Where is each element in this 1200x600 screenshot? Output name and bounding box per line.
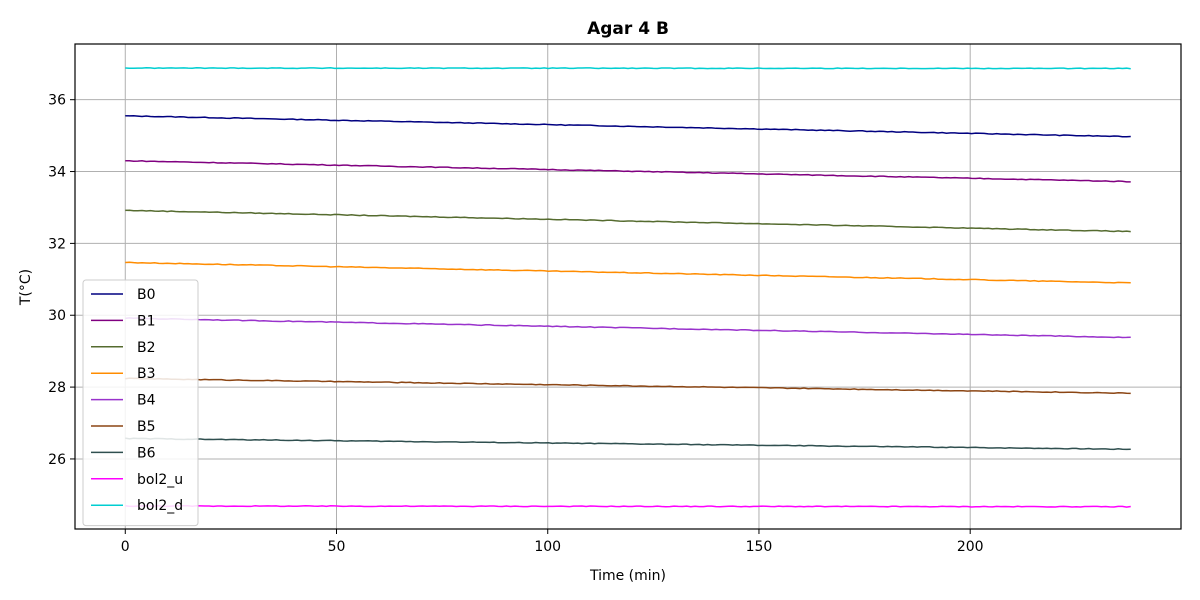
legend-label-bol2_u: bol2_u [137, 472, 183, 488]
legend-label-B1: B1 [137, 313, 156, 329]
x-tick-label: 150 [746, 539, 773, 555]
x-tick-label: 100 [534, 539, 561, 555]
legend-label-B6: B6 [137, 445, 156, 461]
legend-label-bol2_d: bol2_d [137, 498, 183, 514]
y-tick-label: 28 [48, 380, 66, 396]
plot-frame [74, 43, 1182, 530]
series-line-B6 [125, 437, 1131, 451]
x-axis-label: Time (min) [589, 568, 666, 584]
series-lines [125, 66, 1131, 508]
series-line-bol2_u [125, 505, 1131, 508]
legend-label-B0: B0 [137, 287, 156, 303]
legend-label-B2: B2 [137, 340, 156, 356]
series-line-B3 [125, 261, 1131, 284]
x-tick-label: 50 [328, 539, 346, 555]
y-tick-label: 32 [48, 236, 66, 252]
series-line-B4 [125, 317, 1131, 339]
series-line-B5 [125, 377, 1131, 395]
legend: B0 B1 B2 B3 B4 B5 B6 bol2_u bol2_d [82, 279, 199, 527]
legend-label-B3: B3 [137, 366, 156, 382]
legend-label-B5: B5 [137, 419, 156, 435]
legend-box [82, 279, 199, 527]
axis-ticks: 0 50 100 150 200 26 28 30 32 34 36 [48, 93, 983, 555]
x-tick-label: 200 [957, 539, 984, 555]
legend-label-B4: B4 [137, 393, 156, 409]
y-axis-label: T(°C) [18, 269, 34, 306]
series-line-B2 [125, 209, 1131, 233]
series-line-B0 [125, 114, 1131, 138]
y-tick-label: 34 [48, 165, 66, 181]
series-line-bol2_d [125, 66, 1131, 70]
x-tick-label: 0 [121, 539, 130, 555]
y-tick-label: 26 [48, 452, 66, 468]
chart-title: Agar 4 B [587, 19, 669, 39]
series-line-B1 [125, 159, 1131, 183]
grid [75, 44, 1181, 529]
y-tick-label: 30 [48, 308, 66, 324]
y-tick-label: 36 [48, 93, 66, 109]
